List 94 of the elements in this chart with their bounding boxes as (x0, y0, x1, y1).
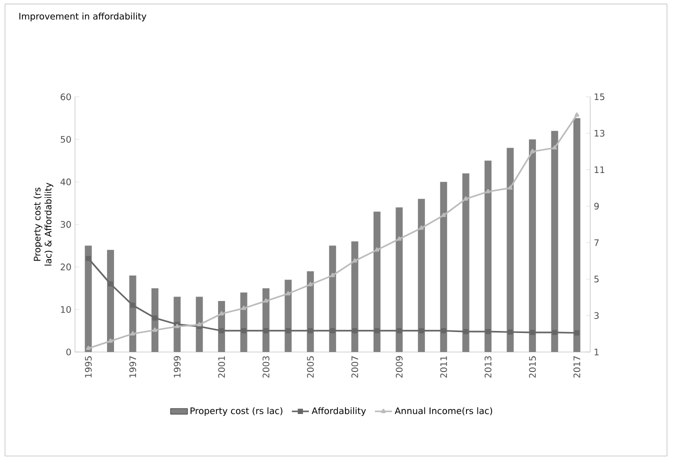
bar (84, 246, 92, 352)
bar (551, 130, 558, 352)
y2-tick-label: 1 (594, 348, 599, 356)
point (152, 315, 158, 321)
point (264, 298, 268, 303)
point (574, 330, 580, 336)
chart-title: Improvement in affordability (19, 12, 146, 22)
x-tick-label: 1997 (129, 356, 136, 378)
point (263, 328, 269, 334)
point (441, 328, 446, 334)
y-axis-title: Property cost (rs lac) & Affordability (34, 182, 54, 266)
point (108, 338, 113, 343)
point (441, 212, 446, 217)
bar (573, 118, 580, 352)
y-tick-label: 30 (60, 221, 71, 228)
point (418, 328, 424, 334)
bar (440, 182, 448, 352)
x-tick-label: 2009 (396, 356, 403, 378)
y-tick-label: 10 (61, 306, 71, 313)
point (374, 328, 380, 334)
x-tick-label: 2015 (529, 356, 536, 378)
point (197, 322, 202, 326)
y2-tick-label: 3 (594, 312, 599, 319)
point (374, 247, 380, 252)
x-tick-label: 2011 (440, 356, 448, 378)
point (396, 328, 402, 334)
point (508, 329, 513, 335)
y2-tick-label: 13 (594, 130, 604, 137)
point (86, 346, 91, 350)
point (486, 189, 490, 194)
y-tick-label: 20 (60, 264, 71, 270)
point (241, 328, 246, 334)
bar (129, 275, 136, 352)
point (308, 282, 313, 286)
x-tick-label: 2013 (484, 356, 492, 378)
bar (528, 139, 536, 352)
point (396, 236, 402, 241)
bar (462, 173, 470, 352)
point (552, 330, 558, 336)
point (574, 112, 580, 117)
bar (506, 148, 514, 352)
point (218, 328, 224, 334)
point (86, 256, 91, 262)
point (352, 328, 358, 334)
point (286, 328, 291, 334)
bar (329, 246, 336, 352)
bar (351, 241, 358, 352)
bar (374, 212, 380, 352)
y-tick-label: 0 (66, 348, 71, 356)
x-tick-label: 2001 (218, 356, 225, 378)
y-tick-label: 40 (60, 178, 71, 186)
point (241, 306, 246, 310)
point (130, 302, 136, 308)
point (419, 225, 424, 230)
y2-tick-label: 5 (594, 276, 599, 282)
point (530, 148, 535, 154)
point (485, 328, 491, 334)
bar (151, 288, 158, 352)
y2-tick-label: 7 (594, 239, 599, 246)
x-tick-label: 2007 (351, 356, 358, 378)
point (130, 331, 136, 336)
bar (418, 198, 425, 352)
y2-tick-label: 15 (594, 94, 604, 100)
point (552, 145, 557, 150)
x-tick-label: 2017 (573, 356, 580, 378)
point (463, 196, 468, 201)
legend-label: Property cost (rs lac) (190, 407, 282, 416)
point (330, 272, 335, 278)
point (108, 281, 114, 287)
x-tick-label: 2003 (262, 356, 270, 378)
x-tick-label: 2005 (306, 356, 314, 378)
legend-label: Annual Income(rs lac) (394, 407, 492, 416)
point (286, 291, 291, 296)
point (508, 185, 513, 190)
bar (196, 296, 203, 352)
bar (396, 207, 403, 352)
x-tick-label: 1999 (174, 356, 181, 378)
point (330, 328, 336, 334)
point (530, 330, 536, 336)
bar (306, 271, 314, 352)
y-tick-label: 60 (60, 93, 71, 100)
point (152, 328, 158, 332)
y2-tick-label: 9 (594, 202, 599, 210)
point (463, 328, 468, 334)
point (219, 311, 224, 316)
point (308, 328, 313, 334)
bar (107, 250, 114, 352)
point (352, 258, 358, 263)
bar (284, 280, 292, 352)
bar (484, 160, 492, 352)
y2-tick-label: 11 (594, 166, 604, 174)
x-tick-label: 1995 (84, 356, 92, 378)
legend-label: Affordability (312, 407, 366, 416)
y-tick-label: 50 (60, 136, 71, 143)
